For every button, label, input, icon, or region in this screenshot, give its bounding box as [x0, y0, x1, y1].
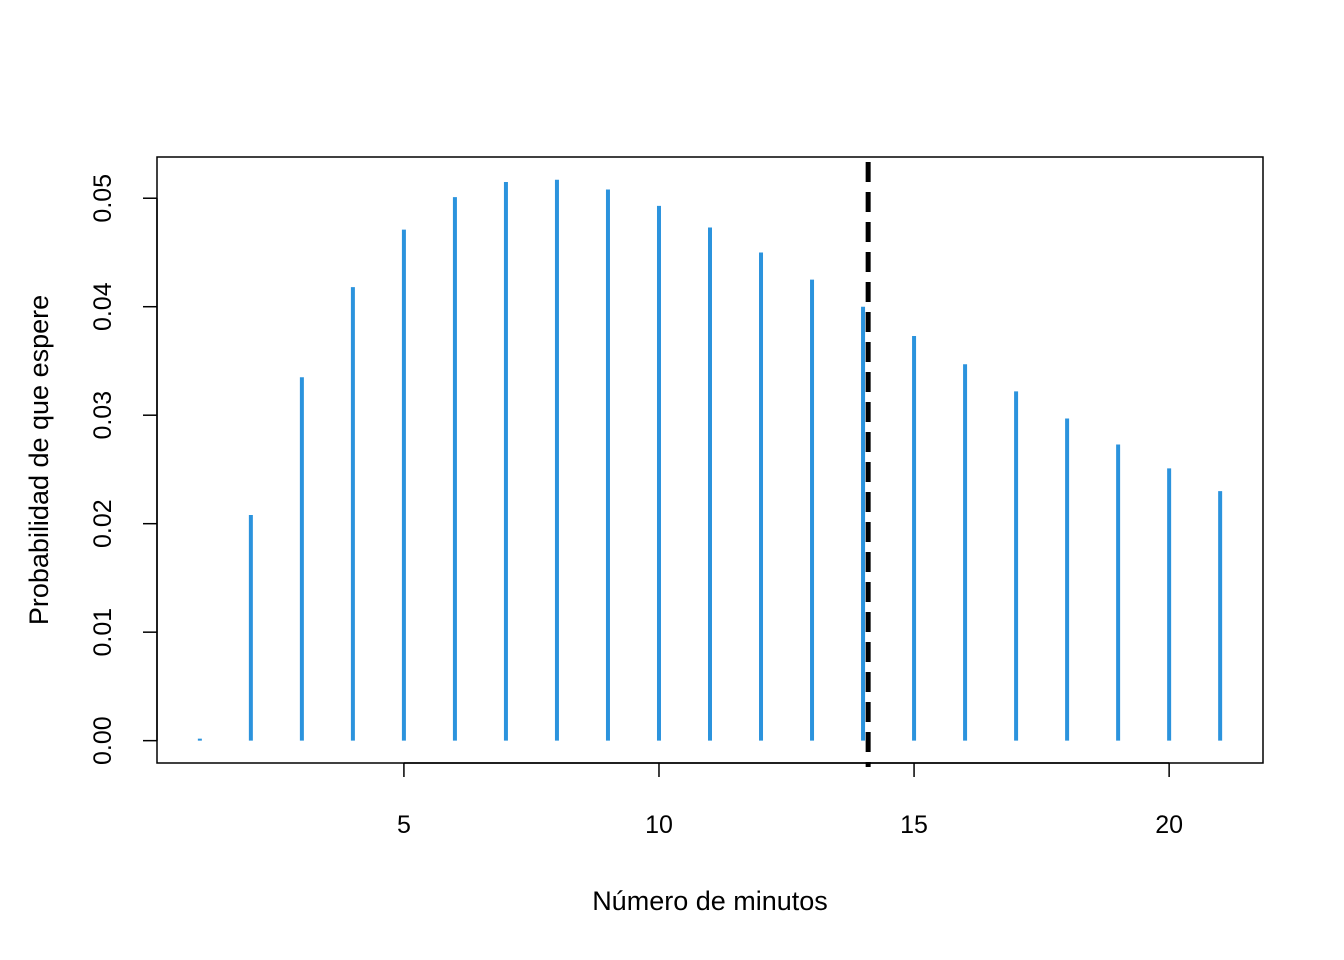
y-tick-label: 0.02 [89, 499, 117, 548]
bar-series [197, 179, 1223, 741]
y-tick-label: 0.01 [89, 608, 117, 657]
x-tick-label: 10 [645, 811, 673, 839]
x-tick-label: 5 [397, 811, 411, 839]
y-tick-label: 0.03 [89, 391, 117, 440]
x-tick-label: 20 [1155, 811, 1183, 839]
x-axis-title: Número de minutos [592, 886, 828, 916]
y-axis-title: Probabilidad de que espere [24, 295, 54, 625]
x-tick-label: 15 [900, 811, 928, 839]
y-tick-label: 0.05 [89, 174, 117, 223]
y-tick-label: 0.04 [89, 282, 117, 331]
x-axis: 5 10 15 20 [397, 762, 1183, 839]
y-axis: 0.00 0.01 0.02 0.03 0.04 0.05 [89, 174, 158, 765]
y-tick-label: 0.00 [89, 716, 117, 765]
